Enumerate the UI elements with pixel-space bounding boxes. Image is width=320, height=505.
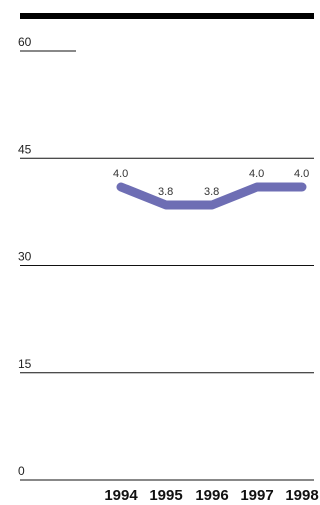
data-labels: 4.0 3.8 3.8 4.0 4.0 (113, 168, 309, 198)
data-label-1994: 4.0 (113, 168, 128, 180)
y-tick-label-60: 60 (18, 35, 32, 49)
x-tick-label-1996: 1996 (195, 487, 228, 504)
x-tick-labels: 1994 1995 1996 1997 1998 (104, 487, 318, 504)
y-tick-label-45: 45 (18, 142, 32, 156)
data-label-1996: 3.8 (204, 186, 219, 198)
series-line (116, 182, 307, 210)
x-tick-label-1995: 1995 (149, 487, 182, 504)
x-tick-label-1994: 1994 (104, 487, 138, 504)
gridlines (20, 50, 314, 481)
y-tick-label-15: 15 (18, 357, 32, 371)
data-label-1997: 4.0 (249, 168, 264, 180)
y-tick-label-30: 30 (18, 250, 32, 264)
x-tick-label-1998: 1998 (285, 487, 318, 504)
data-label-1998: 4.0 (294, 168, 309, 180)
y-tick-labels: 0 15 30 45 60 (18, 35, 32, 478)
x-tick-label-1997: 1997 (240, 487, 273, 504)
data-label-1995: 3.8 (158, 186, 173, 198)
y-tick-label-0: 0 (18, 464, 25, 478)
